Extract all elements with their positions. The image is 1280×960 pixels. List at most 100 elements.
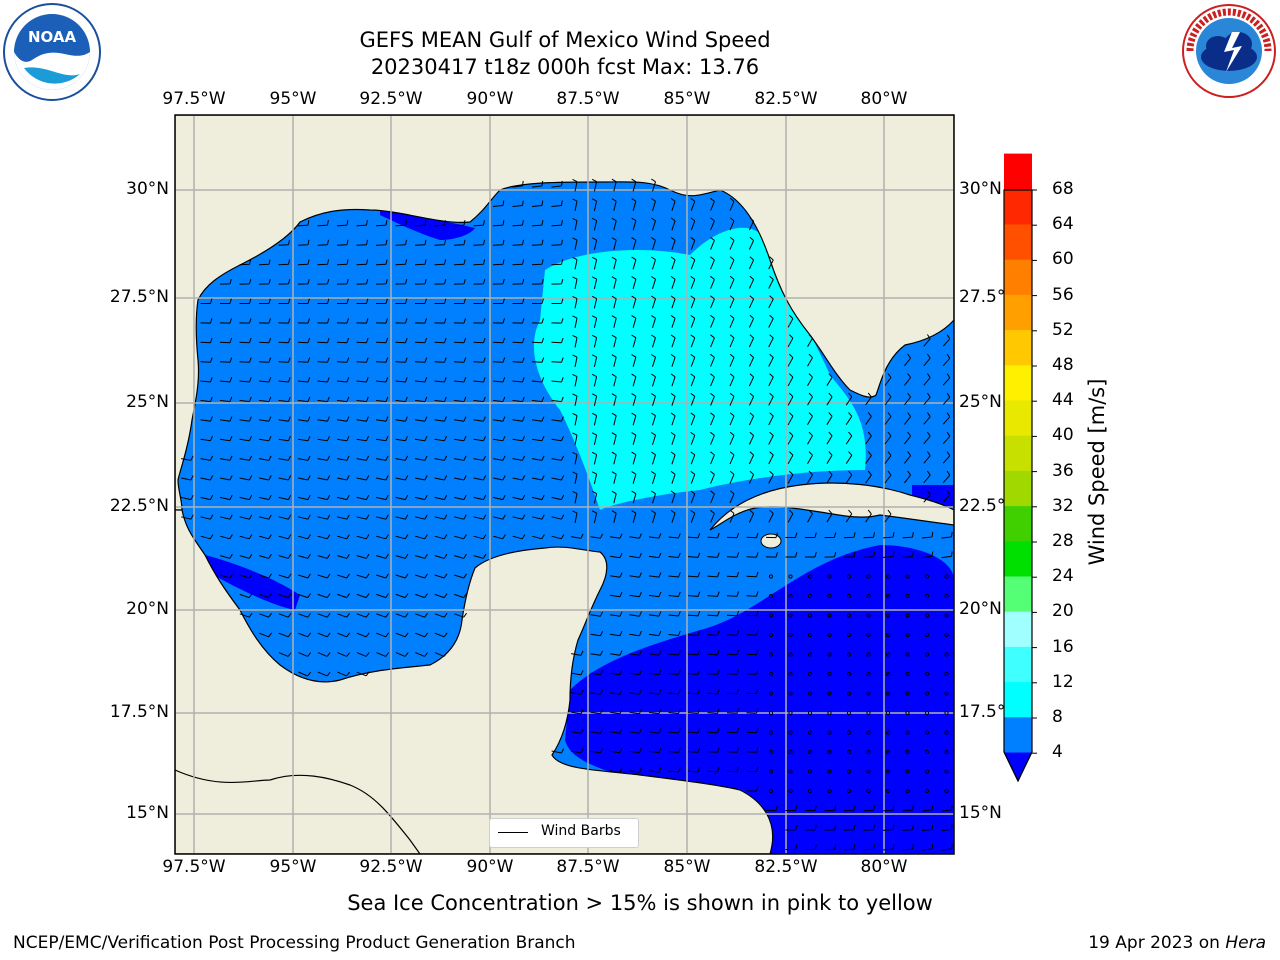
wind-barb bbox=[707, 650, 720, 656]
wind-barb bbox=[590, 709, 604, 715]
calm-wind-marker bbox=[827, 769, 832, 774]
wind-barb bbox=[473, 475, 487, 481]
wind-barb bbox=[748, 295, 755, 309]
wind-barb bbox=[687, 708, 701, 714]
wind-barb bbox=[297, 239, 310, 246]
wind-barb bbox=[395, 357, 408, 363]
wind-barb bbox=[845, 412, 853, 425]
calm-wind-marker bbox=[846, 749, 852, 755]
wind-barb bbox=[729, 217, 735, 231]
wind-barb bbox=[746, 786, 759, 792]
wind-barb bbox=[180, 494, 194, 501]
wind-barb bbox=[591, 432, 598, 446]
wind-barb bbox=[337, 534, 350, 540]
wind-barb bbox=[807, 353, 813, 367]
wind-barb bbox=[611, 295, 617, 309]
wind-barb bbox=[336, 278, 349, 285]
calm-wind-marker bbox=[885, 730, 891, 735]
calm-wind-marker bbox=[885, 769, 891, 774]
wind-barb bbox=[611, 393, 617, 406]
y-tick-left: 15°N bbox=[126, 803, 169, 823]
wind-barb bbox=[551, 337, 564, 344]
wind-barb bbox=[571, 670, 584, 676]
wind-barb bbox=[512, 278, 525, 285]
calm-wind-marker bbox=[846, 710, 852, 716]
wind-barb bbox=[258, 337, 272, 344]
wind-barb bbox=[239, 593, 253, 599]
wind-barb bbox=[687, 533, 701, 539]
wind-barb bbox=[710, 275, 715, 289]
colorbar-tick-label: 4 bbox=[1052, 742, 1063, 763]
wind-barb bbox=[512, 494, 526, 501]
wind-barb bbox=[551, 298, 564, 304]
wind-barb bbox=[317, 455, 331, 461]
wind-barb bbox=[687, 728, 701, 734]
wind-barb bbox=[611, 217, 617, 231]
colorbar-tick-label: 60 bbox=[1052, 249, 1074, 270]
wind-barb bbox=[670, 451, 676, 465]
wind-barb bbox=[258, 396, 272, 403]
wind-barb bbox=[473, 396, 486, 403]
wind-barb bbox=[376, 632, 390, 638]
wind-barb bbox=[454, 593, 468, 599]
wind-barb bbox=[729, 431, 735, 445]
wind-barb-legend-label: Wind Barbs bbox=[541, 823, 621, 839]
wind-barb bbox=[651, 510, 656, 523]
wind-barb bbox=[298, 593, 312, 599]
wind-barb bbox=[356, 396, 369, 403]
wind-barb bbox=[551, 435, 564, 442]
wind-barb bbox=[571, 689, 584, 695]
calm-wind-marker bbox=[768, 574, 774, 579]
blue-wind-zone-west-gulf bbox=[205, 555, 300, 610]
wind-barb bbox=[748, 256, 755, 270]
calm-wind-marker bbox=[885, 652, 891, 657]
wind-barb bbox=[591, 295, 598, 309]
wind-barb bbox=[651, 295, 656, 309]
wind-barb bbox=[687, 611, 701, 617]
wind-barb bbox=[768, 295, 774, 309]
wind-barb bbox=[239, 475, 253, 481]
wind-barb bbox=[317, 475, 331, 481]
wind-barb bbox=[258, 514, 272, 520]
wind-barb bbox=[690, 373, 696, 387]
wind-barb bbox=[200, 377, 213, 383]
calm-wind-marker bbox=[866, 574, 871, 579]
wind-barb bbox=[690, 490, 696, 504]
wind-barb bbox=[336, 239, 349, 246]
wind-barb bbox=[690, 314, 696, 328]
wind-barb bbox=[611, 315, 617, 328]
wind-barb bbox=[414, 494, 428, 501]
wind-barb bbox=[356, 357, 369, 363]
wind-barb bbox=[942, 373, 951, 386]
wind-barb bbox=[395, 259, 408, 266]
wind-barb bbox=[258, 494, 272, 501]
x-tick-top: 97.5°W bbox=[162, 89, 226, 109]
wind-barb bbox=[690, 275, 696, 289]
wind-barb bbox=[278, 553, 292, 559]
wind-barb bbox=[824, 805, 837, 812]
wind-barb bbox=[768, 431, 774, 445]
wind-barb bbox=[707, 708, 720, 714]
wind-barb bbox=[882, 805, 895, 812]
wind-barb bbox=[512, 337, 525, 344]
wind-barb bbox=[631, 412, 637, 426]
x-tick-top: 92.5°W bbox=[359, 89, 423, 109]
wind-barb bbox=[375, 494, 389, 501]
wind-barb bbox=[453, 357, 467, 363]
colorbar-segment bbox=[1004, 681, 1032, 718]
wind-barb bbox=[434, 377, 447, 383]
y-tick-right: 20°N bbox=[959, 599, 1002, 619]
wind-barb bbox=[317, 239, 329, 246]
calm-wind-marker bbox=[807, 769, 813, 774]
wind-barb bbox=[532, 455, 545, 461]
wind-barb bbox=[651, 412, 656, 426]
wind-barb bbox=[336, 396, 350, 403]
wind-barb bbox=[591, 237, 598, 251]
colorbar-under-triangle bbox=[1003, 751, 1033, 783]
wind-barb bbox=[631, 354, 637, 367]
wind-barb bbox=[904, 451, 912, 464]
wind-barb bbox=[904, 373, 912, 386]
wind-barb bbox=[631, 490, 637, 504]
calm-wind-marker bbox=[944, 593, 949, 599]
wind-barb bbox=[748, 509, 755, 523]
